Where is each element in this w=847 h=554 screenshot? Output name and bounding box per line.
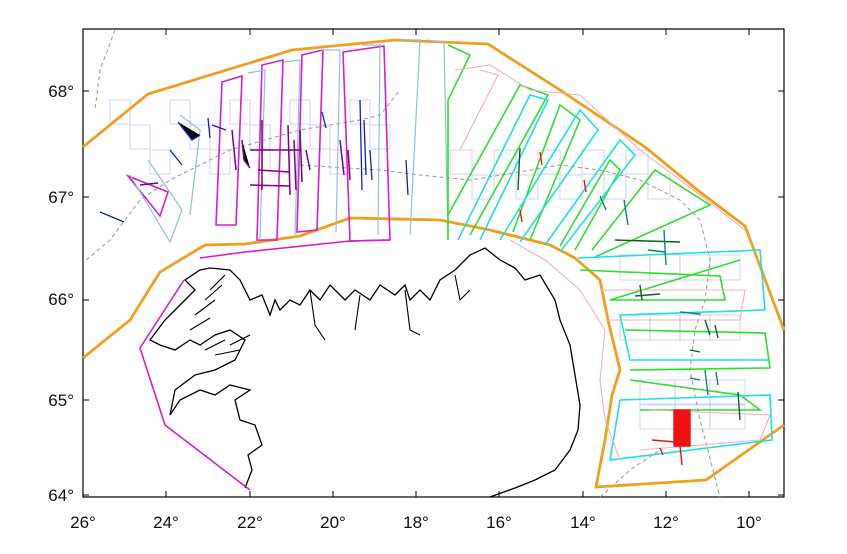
signals-teal <box>599 195 719 396</box>
grid-cell <box>709 254 741 281</box>
coastline <box>149 247 581 498</box>
signals-blue <box>99 99 409 223</box>
transects-lightblue <box>129 39 449 244</box>
grid-cells <box>109 99 746 430</box>
grid-cell <box>625 149 649 175</box>
x-axis: 26° 24° 22° 20° 18° 16° 14° 12° 10° <box>70 513 762 532</box>
signals-darkgreen <box>517 147 741 421</box>
grid-cell <box>369 124 391 150</box>
grid-cell <box>209 149 231 175</box>
transects-green <box>447 44 771 411</box>
x-tick-label: 26° <box>70 513 96 532</box>
signals-red <box>519 151 691 466</box>
grid-cell <box>109 99 131 125</box>
grid-cell <box>129 124 151 150</box>
grid-cell <box>537 149 561 175</box>
grid-cell <box>709 404 746 430</box>
grid-cell <box>515 174 539 200</box>
x-tick-label: 18° <box>403 513 429 532</box>
y-tick-label: 68° <box>48 82 74 101</box>
x-tick-label: 20° <box>320 513 346 532</box>
west-fjords-fjords <box>189 274 251 356</box>
grid-cell <box>603 174 627 200</box>
x-tick-label: 10° <box>736 513 762 532</box>
y-tick-label: 67° <box>48 188 74 207</box>
x-tick-label: 12° <box>653 513 679 532</box>
transects-pink <box>454 64 771 461</box>
grid-cell <box>329 149 351 175</box>
x-tick-label: 14° <box>570 513 596 532</box>
y-axis: 68° 67° 66° 65° 64° <box>48 82 74 505</box>
y-tick-label: 66° <box>48 290 74 309</box>
transects-cyan <box>457 94 773 461</box>
northern-peninsulas <box>309 274 471 341</box>
grid-cell <box>647 174 671 200</box>
y-tick-label: 64° <box>48 486 74 505</box>
x-tick-label: 24° <box>153 513 179 532</box>
x-tick-label: 22° <box>237 513 263 532</box>
plot-frame <box>82 28 785 498</box>
grid-cell <box>559 174 583 200</box>
axis-ticks <box>82 29 784 497</box>
y-tick-label: 65° <box>48 391 74 410</box>
survey-boundary <box>82 38 786 489</box>
signals-purple <box>139 120 351 196</box>
grid-cell <box>471 174 495 200</box>
grid-cell <box>449 149 473 175</box>
grid-cell <box>709 314 741 341</box>
grid-cell <box>709 379 746 405</box>
x-tick-label: 16° <box>486 513 512 532</box>
